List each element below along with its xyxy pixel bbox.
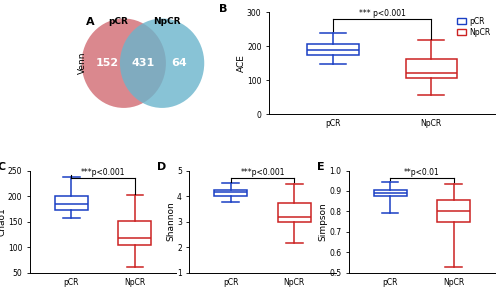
Text: pCR: pCR [108,17,128,25]
Ellipse shape [82,18,166,108]
Text: B: B [220,4,228,14]
Text: *** p<0.001: *** p<0.001 [358,9,406,18]
Y-axis label: Simpson: Simpson [318,202,328,241]
Text: ***p<0.001: ***p<0.001 [81,168,126,177]
Text: **p<0.01: **p<0.01 [404,168,440,177]
PathPatch shape [118,221,152,245]
Text: 431: 431 [132,58,154,68]
Ellipse shape [120,18,204,108]
Text: D: D [158,162,166,172]
Text: ***p<0.001: ***p<0.001 [240,168,285,177]
Text: E: E [316,162,324,172]
PathPatch shape [55,196,88,210]
PathPatch shape [406,59,456,78]
Y-axis label: Chao1: Chao1 [0,207,6,236]
PathPatch shape [308,45,358,55]
Text: NpCR: NpCR [154,17,181,25]
Text: C: C [0,162,6,172]
PathPatch shape [278,203,311,222]
Y-axis label: ACE: ACE [236,54,246,72]
PathPatch shape [374,190,406,196]
Text: A: A [86,17,94,27]
Text: 152: 152 [96,58,118,68]
PathPatch shape [437,200,470,222]
Legend: pCR, NpCR: pCR, NpCR [456,16,491,37]
Text: Venn: Venn [78,52,88,75]
PathPatch shape [214,190,248,196]
Y-axis label: Shannon: Shannon [166,202,175,241]
Text: 64: 64 [171,58,186,68]
